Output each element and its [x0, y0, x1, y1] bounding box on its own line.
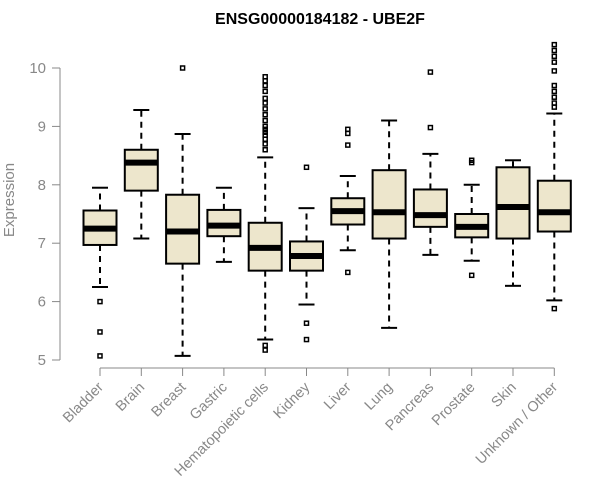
box-group — [536, 41, 572, 312]
outlier-point — [262, 342, 268, 349]
x-tick-label: Lung — [362, 380, 396, 414]
outlier-point — [427, 124, 434, 131]
outlier-point — [551, 104, 558, 110]
outlier-point — [262, 129, 268, 135]
outlier-point — [345, 142, 351, 148]
outlier-point — [551, 59, 558, 65]
outlier-point — [262, 136, 268, 142]
outlier-point — [551, 88, 558, 95]
plot-area — [82, 41, 572, 359]
y-tick-label: 6 — [38, 294, 46, 311]
outlier-point — [303, 336, 310, 343]
outlier-point — [262, 141, 268, 147]
y-tick-label: 9 — [38, 118, 46, 135]
outlier-point — [262, 78, 268, 84]
outlier-point — [345, 130, 351, 137]
outlier-point — [97, 298, 103, 305]
outlier-point — [345, 269, 351, 276]
chart-title: ENSG00000184182 - UBE2F — [215, 11, 425, 28]
outlier-point — [303, 164, 310, 171]
y-tick-label: 10 — [29, 60, 46, 77]
outlier-point — [262, 100, 268, 106]
x-tick-label: Breast — [148, 380, 189, 421]
box-iqr — [371, 169, 407, 240]
box-group — [330, 126, 366, 276]
y-axis-label: Expression — [1, 163, 18, 237]
x-tick-label: Kidney — [271, 379, 314, 422]
outlier-point — [551, 53, 558, 60]
outlier-point — [303, 320, 310, 326]
outlier-point — [262, 147, 268, 153]
outlier-point — [262, 82, 268, 89]
y-tick-label: 8 — [38, 177, 46, 194]
outlier-point — [262, 95, 268, 102]
x-tick-label: Bladder — [60, 379, 107, 426]
box-iqr — [123, 148, 159, 192]
x-tick-label: Prostate — [429, 380, 478, 429]
box-group — [495, 159, 531, 287]
outlier-point — [262, 347, 268, 353]
x-tick-label: Liver — [321, 379, 355, 413]
outlier-point — [551, 68, 558, 74]
outlier-point — [262, 123, 268, 130]
outlier-point — [551, 94, 558, 100]
box-group — [412, 69, 448, 256]
y-tick-label: 7 — [38, 235, 46, 252]
outlier-point — [97, 329, 103, 335]
box-iqr — [412, 188, 448, 228]
outlier-point — [551, 47, 558, 54]
outlier-point — [468, 272, 475, 279]
outlier-point — [262, 88, 268, 95]
outlier-point — [97, 353, 103, 359]
outlier-point — [551, 305, 558, 312]
box-group — [206, 186, 242, 263]
box-group — [289, 164, 324, 343]
y-axis: 5 6 7 8 9 10 — [29, 60, 61, 369]
outlier-point — [179, 65, 186, 71]
outlier-point — [262, 117, 268, 124]
box-group — [123, 109, 159, 240]
box-iqr — [536, 179, 572, 233]
y-tick-label: 5 — [38, 352, 46, 369]
outlier-point — [262, 106, 268, 112]
box-group — [82, 186, 118, 359]
box-group — [371, 119, 407, 329]
outlier-point — [468, 159, 475, 166]
box-group — [454, 157, 490, 279]
outlier-point — [262, 126, 268, 133]
outlier-point — [551, 41, 558, 48]
box-iqr — [495, 166, 531, 240]
outlier-point — [427, 69, 434, 75]
box-group — [247, 74, 283, 353]
outlier-point — [551, 82, 558, 89]
x-tick-label: Brain — [113, 380, 148, 415]
x-tick-label: Skin — [489, 380, 520, 411]
outlier-point — [262, 111, 268, 118]
box-group — [165, 65, 201, 357]
